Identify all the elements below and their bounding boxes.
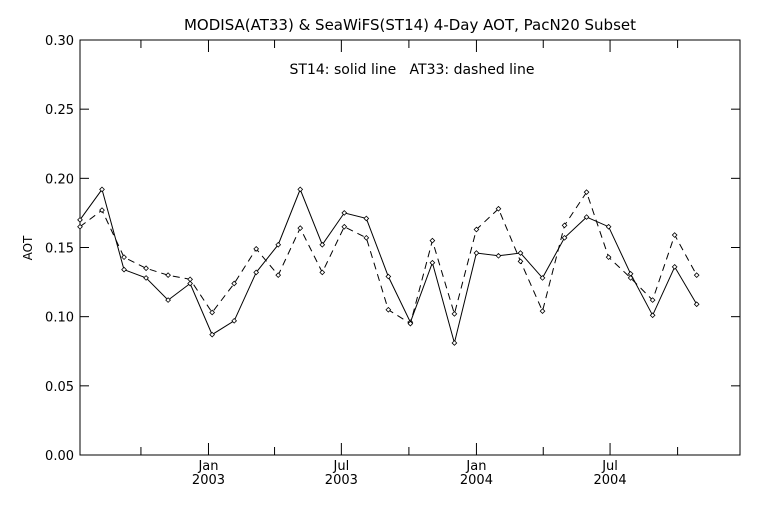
x-tick-year-label: 2004 [594,473,627,488]
data-point-at33 [451,311,458,317]
data-point-at33 [77,223,83,230]
data-point-at33 [561,222,568,229]
data-point-at33 [407,320,414,327]
data-point-st14 [429,259,436,266]
data-point-at33 [495,205,502,212]
data-point-at33 [693,272,700,279]
y-tick-label: 0.30 [45,34,74,49]
data-point-at33 [605,254,612,261]
data-point-at33 [341,223,348,230]
x-tick-month-label: Jul [333,459,350,474]
data-point-st14 [187,280,193,287]
y-tick-label: 0.25 [45,103,74,118]
data-point-at33 [385,306,392,313]
data-point-at33 [649,297,656,303]
y-axis-ticks: 0.00 0.05 0.10 0.15 0.20 0.25 0.30 [45,34,740,464]
data-point-st14 [517,250,524,256]
data-point-st14 [297,186,304,193]
data-point-st14 [693,301,700,308]
data-point-st14 [99,186,105,193]
x-tick-month-label: Jan [465,459,486,474]
x-tick-year-label: 2003 [192,473,225,488]
legend-annotation: ST14: solid line AT33: dashed line [290,62,535,78]
data-point-at33 [539,308,546,314]
y-tick-label: 0.15 [45,242,74,257]
data-point-st14 [561,234,568,241]
series-st14 [77,186,700,346]
data-point-st14 [319,241,326,248]
data-point-at33 [473,226,480,233]
data-point-st14 [165,297,171,303]
data-point-at33 [209,309,216,316]
data-point-st14 [385,273,392,280]
data-point-st14 [473,250,480,256]
data-point-at33 [517,258,524,265]
x-tick-year-label: 2003 [325,473,358,488]
data-point-st14 [649,312,656,319]
x-tick-month-label: Jan [197,459,218,474]
data-point-at33 [121,254,127,261]
data-point-st14 [495,252,502,259]
y-tick-label: 0.05 [45,380,74,395]
data-point-st14 [671,264,678,270]
data-point-st14 [275,241,282,248]
data-point-st14 [231,317,238,324]
series-at33 [77,189,700,327]
data-point-st14 [121,266,127,273]
data-point-st14 [253,269,260,276]
data-point-at33 [253,246,260,252]
y-tick-label: 0.10 [45,311,74,326]
data-point-at33 [165,272,171,279]
data-point-at33 [319,269,326,276]
data-point-at33 [429,237,436,244]
y-tick-label: 0.20 [45,172,74,187]
chart-title: MODISA(AT33) & SeaWiFS(ST14) 4-Day AOT, … [184,16,636,34]
y-axis-label: AOT [21,235,35,260]
data-point-at33 [275,272,282,279]
data-point-st14 [583,214,590,220]
data-point-st14 [209,331,216,338]
data-point-at33 [671,232,678,238]
data-point-at33 [627,275,634,281]
data-point-st14 [363,215,370,222]
data-point-at33 [583,189,590,196]
data-point-at33 [99,207,105,214]
x-tick-month-label: Jul [601,459,618,474]
data-point-st14 [451,340,458,346]
data-point-at33 [143,265,149,272]
data-point-at33 [187,276,193,283]
data-point-st14 [143,275,149,281]
data-point-st14 [341,210,348,216]
data-point-st14 [605,223,612,230]
y-tick-label: 0.00 [45,449,74,464]
data-point-at33 [297,225,304,231]
data-point-at33 [231,280,238,287]
data-series [77,186,700,346]
data-point-at33 [363,234,370,241]
x-tick-year-label: 2004 [460,473,493,488]
data-point-st14 [77,216,83,223]
data-point-st14 [539,275,546,281]
